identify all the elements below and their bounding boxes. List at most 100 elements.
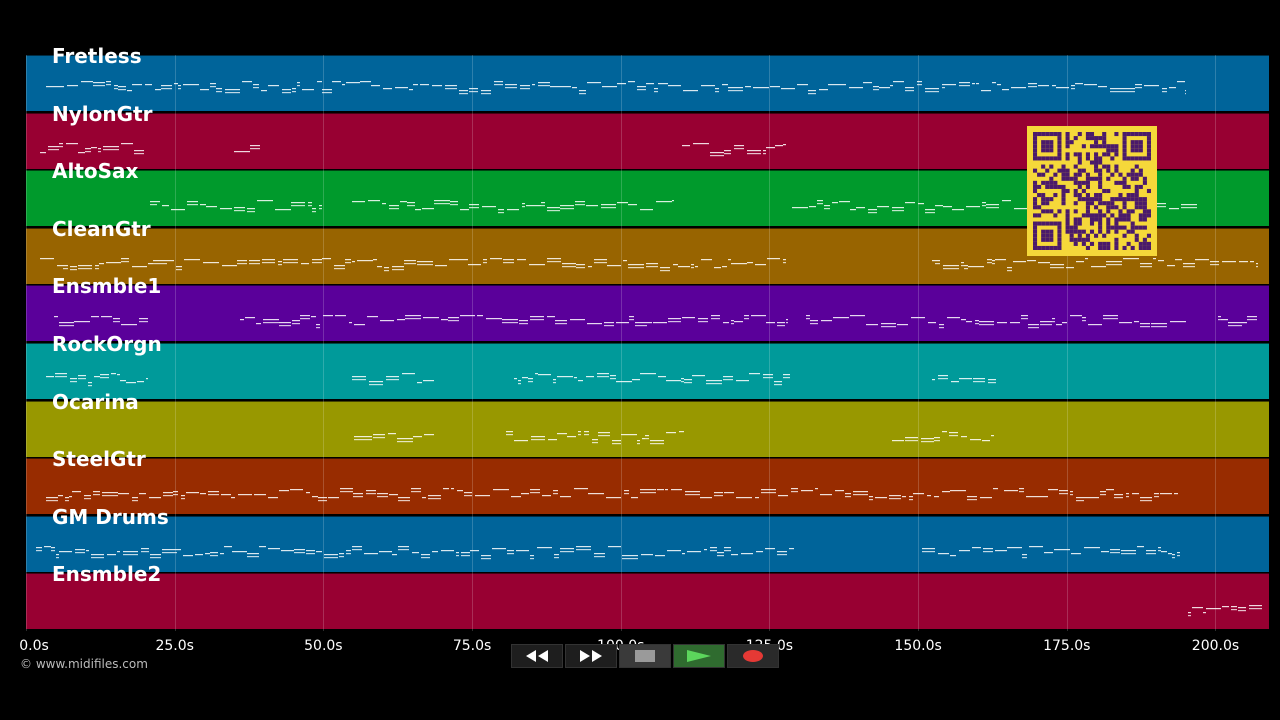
note: [839, 201, 850, 203]
track-lane[interactable]: GM Drums: [26, 506, 1269, 572]
note: [522, 206, 525, 208]
track-lane[interactable]: Ensmble2: [26, 563, 1269, 630]
note: [574, 488, 588, 490]
note: [507, 209, 519, 211]
track-notes: [40, 142, 786, 156]
note: [91, 556, 104, 558]
note: [318, 497, 327, 499]
note: [1119, 88, 1135, 90]
note: [1256, 262, 1258, 264]
note: [161, 85, 172, 87]
note: [237, 262, 247, 264]
note: [475, 495, 490, 497]
note: [684, 379, 692, 381]
note: [1158, 549, 1161, 551]
note: [263, 322, 279, 324]
note: [161, 88, 172, 90]
note: [557, 432, 567, 434]
note: [1052, 321, 1055, 323]
note: [637, 89, 646, 91]
note: [1150, 206, 1166, 208]
note: [1134, 321, 1139, 323]
note: [522, 377, 528, 379]
note: [601, 204, 616, 206]
note: [710, 549, 717, 551]
note: [186, 492, 199, 494]
note: [1140, 265, 1152, 267]
note: [306, 492, 310, 494]
fast-forward-button[interactable]: [565, 644, 617, 668]
note: [1007, 546, 1022, 548]
note: [695, 265, 698, 267]
note: [210, 554, 218, 556]
note: [691, 263, 694, 265]
note: [553, 493, 558, 495]
note: [261, 90, 267, 92]
note: [710, 154, 724, 156]
note: [448, 317, 459, 319]
note: [685, 491, 700, 493]
stop-icon: [635, 650, 655, 662]
note: [222, 264, 237, 266]
note: [728, 87, 743, 89]
note: [521, 493, 529, 495]
track-lane[interactable]: RockOrgn: [26, 333, 1269, 399]
note: [1195, 258, 1209, 260]
note: [1050, 266, 1064, 268]
note: [1183, 265, 1195, 267]
note: [530, 557, 534, 559]
note: [1239, 260, 1248, 262]
note: [469, 207, 479, 209]
note: [339, 552, 344, 554]
note: [103, 148, 119, 150]
note: [853, 494, 868, 496]
note: [72, 491, 81, 493]
note: [1175, 258, 1182, 260]
note: [1106, 489, 1114, 491]
note: [1181, 207, 1197, 209]
note: [925, 209, 935, 211]
note: [368, 200, 380, 202]
rewind-button[interactable]: [511, 644, 563, 668]
note: [451, 488, 454, 490]
note: [765, 547, 775, 549]
note: [986, 207, 999, 209]
note: [1140, 323, 1150, 325]
note: [687, 550, 701, 552]
note: [279, 322, 291, 324]
note: [253, 87, 259, 89]
note: [927, 495, 931, 497]
record-button[interactable]: [727, 644, 779, 668]
play-button[interactable]: [673, 644, 725, 668]
track-lane[interactable]: Ensmble1: [26, 275, 1269, 342]
note: [657, 489, 664, 491]
note: [616, 322, 629, 324]
note: [392, 265, 404, 267]
note: [275, 209, 291, 211]
note: [477, 315, 483, 317]
note: [981, 90, 991, 92]
note: [1029, 545, 1043, 547]
track-lane[interactable]: SteelGtr: [26, 448, 1269, 515]
note: [949, 434, 958, 436]
note: [377, 493, 388, 495]
note: [747, 149, 761, 151]
note: [1140, 497, 1152, 499]
note: [493, 489, 509, 491]
note: [173, 494, 178, 496]
note: [578, 433, 581, 435]
note: [541, 205, 545, 207]
stop-button[interactable]: [619, 644, 671, 668]
time-tick-label: 50.0s: [304, 638, 343, 654]
note: [691, 266, 694, 268]
note: [247, 552, 259, 554]
note: [890, 85, 893, 87]
track-lane[interactable]: Fretless: [26, 45, 1269, 111]
note: [100, 377, 109, 379]
note: [1059, 493, 1068, 495]
note: [602, 86, 617, 88]
note: [547, 316, 555, 318]
note: [1048, 489, 1058, 491]
note: [424, 433, 434, 435]
track-lane[interactable]: Ocarina: [26, 391, 1269, 457]
